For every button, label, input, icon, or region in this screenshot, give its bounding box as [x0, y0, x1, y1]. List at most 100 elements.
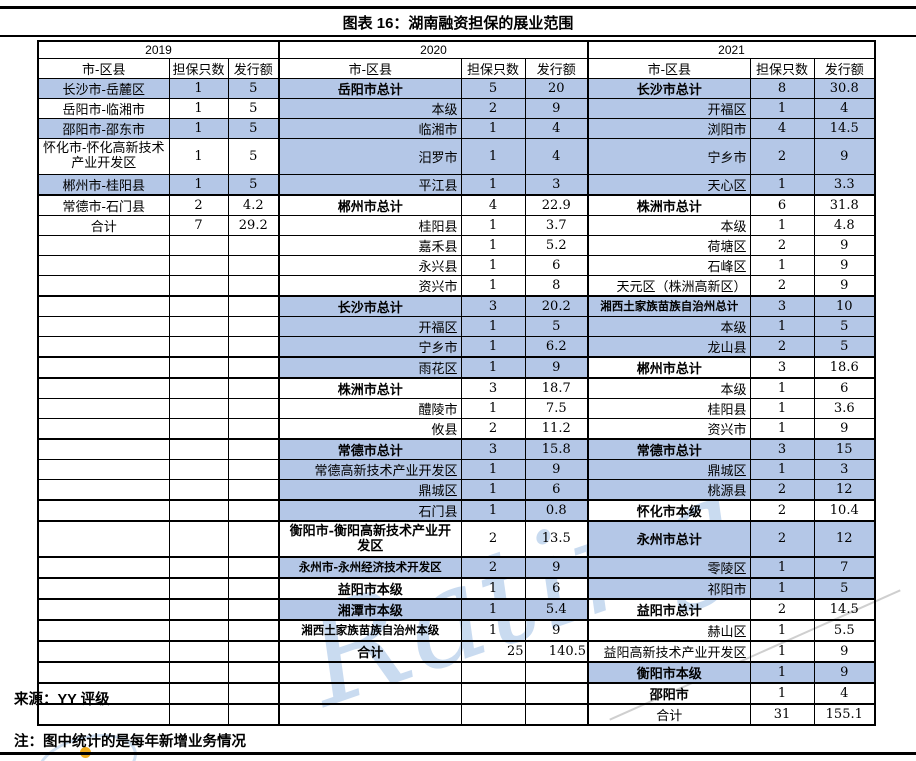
cell-amount — [227, 478, 280, 500]
title-divider-rule — [0, 35, 916, 37]
cell-count — [168, 274, 229, 296]
top-rule — [0, 6, 916, 9]
cell-count: 1 — [460, 397, 526, 419]
cell-region: 嘉禾县 — [278, 234, 462, 256]
cell-count — [168, 254, 229, 276]
cell-count — [460, 660, 526, 683]
cell-region: 株洲市总计 — [587, 193, 751, 216]
cell-region: 郴州市总计 — [278, 193, 462, 216]
cell-region: 岳阳市总计 — [278, 77, 462, 99]
cell-amount: 29.2 — [227, 214, 280, 236]
cell-region: 合计 — [278, 639, 462, 662]
cell-region: 本级 — [587, 315, 751, 337]
cell-count: 2 — [460, 519, 526, 557]
cell-region: 怀化市本级 — [587, 498, 751, 521]
cell-amount: 6 — [524, 478, 589, 500]
cell-region: 湘西土家族苗族自治州本级 — [278, 618, 462, 641]
cell-amount — [227, 437, 280, 460]
cell-count — [168, 555, 229, 578]
cell-count: 1 — [460, 335, 526, 357]
cell-amount — [227, 417, 280, 439]
cell-region — [37, 437, 170, 460]
cell-amount: 5 — [524, 315, 589, 337]
cell-count: 3 — [460, 437, 526, 460]
cell-count — [168, 498, 229, 521]
cell-count: 5 — [460, 77, 526, 99]
cell-count: 8 — [749, 77, 815, 99]
cell-count: 1 — [168, 137, 229, 175]
table-row: 嘉禾县 1 5.2 荷塘区 2 9 — [37, 234, 876, 256]
cell-count: 1 — [168, 77, 229, 99]
cell-amount — [227, 458, 280, 480]
cell-amount — [227, 639, 280, 662]
cell-amount — [524, 660, 589, 683]
cell-count: 1 — [460, 117, 526, 139]
cell-count: 1 — [460, 597, 526, 620]
col-header-region: 市-区县 — [37, 57, 170, 79]
cell-region: 荷塘区 — [587, 234, 751, 256]
cell-amount — [227, 702, 280, 725]
source-note: 来源：YY 评级 — [14, 692, 110, 708]
col-header-count: 担保只数 — [749, 57, 815, 79]
cell-count — [168, 355, 229, 378]
cell-amount — [227, 597, 280, 620]
table-row: 衡阳市-衡阳高新技术产业开发区 2 13.5 永州市总计 2 12 — [37, 519, 876, 557]
cell-amount — [227, 397, 280, 419]
cell-region — [37, 376, 170, 399]
cell-region: 合计 — [37, 214, 170, 236]
table-row: 开福区 1 5 本级 1 5 — [37, 315, 876, 337]
cell-region: 郴州市-桂阳县 — [37, 173, 170, 195]
cell-amount: 7.5 — [524, 397, 589, 419]
cell-region — [37, 315, 170, 337]
cell-amount: 6.2 — [524, 335, 589, 357]
cell-amount — [227, 519, 280, 557]
cell-region: 郴州市总计 — [587, 355, 751, 378]
cell-amount: 14.5 — [813, 117, 876, 139]
cell-amount — [227, 376, 280, 399]
cell-region: 本级 — [587, 376, 751, 399]
cell-region: 桂阳县 — [587, 397, 751, 419]
cell-region: 湘潭市本级 — [278, 597, 462, 620]
cell-count: 1 — [460, 355, 526, 378]
cell-count — [168, 376, 229, 399]
cell-amount: 0.8 — [524, 498, 589, 521]
cell-amount: 18.7 — [524, 376, 589, 399]
cell-count: 2 — [749, 274, 815, 296]
cell-amount: 14.5 — [813, 597, 876, 620]
col-header-count: 担保只数 — [168, 57, 229, 79]
cell-region: 永兴县 — [278, 254, 462, 276]
cell-amount: 3.3 — [813, 173, 876, 195]
cell-count: 2 — [460, 555, 526, 578]
cell-count — [460, 702, 526, 725]
table-row: 资兴市 1 8 天元区（株洲高新区） 2 9 — [37, 274, 876, 296]
cell-count: 2 — [749, 335, 815, 357]
cell-count: 2 — [168, 193, 229, 216]
cell-region: 开福区 — [587, 97, 751, 119]
cell-region — [37, 519, 170, 557]
cell-region: 常德市总计 — [278, 437, 462, 460]
cell-region: 怀化市-怀化高新技术产业开发区 — [37, 137, 170, 175]
table-row: 合计 31 155.1 — [37, 702, 876, 725]
cell-amount: 18.6 — [813, 355, 876, 378]
col-header-amount: 发行额 — [227, 57, 280, 79]
cell-amount: 9 — [524, 618, 589, 641]
year-header-2020: 2020 — [278, 40, 589, 59]
cell-region: 资兴市 — [587, 417, 751, 439]
cell-count — [168, 315, 229, 337]
cell-region — [37, 254, 170, 276]
table-row: 宁乡市 1 6.2 龙山县 2 5 — [37, 335, 876, 357]
cell-amount: 5 — [227, 117, 280, 139]
column-header-row: 市-区县 担保只数 发行额 市-区县 担保只数 发行额 市-区县 担保只数 发行… — [37, 57, 876, 79]
cell-region — [37, 660, 170, 683]
cell-count: 1 — [749, 555, 815, 578]
cell-count: 3 — [749, 294, 815, 317]
cell-amount: 30.8 — [813, 77, 876, 99]
cell-amount: 5 — [227, 97, 280, 119]
cell-count: 1 — [749, 417, 815, 439]
cell-region: 鼎城区 — [278, 478, 462, 500]
year-header-2021: 2021 — [587, 40, 876, 59]
cell-count: 3 — [749, 355, 815, 378]
cell-region — [37, 618, 170, 641]
table-row: 雨花区 1 9 郴州市总计 3 18.6 — [37, 355, 876, 378]
cell-count: 1 — [460, 137, 526, 175]
